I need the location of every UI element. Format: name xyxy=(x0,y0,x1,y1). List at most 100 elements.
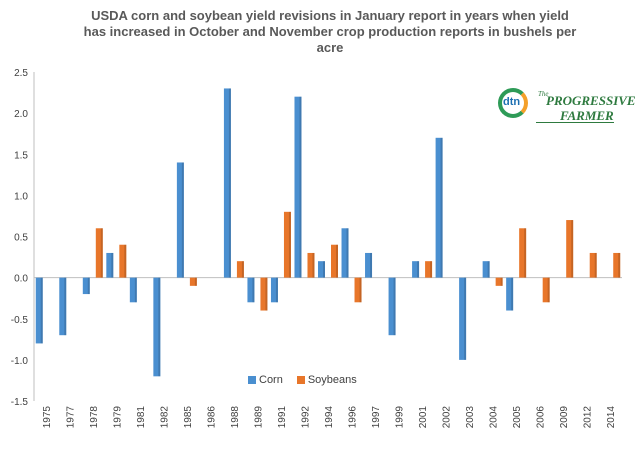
bar-shade-corn-1975 xyxy=(40,277,43,344)
bar-shade-corn-2003 xyxy=(464,277,467,360)
bar-shade-soybeans-1978 xyxy=(100,228,103,278)
dtn-ring-icon xyxy=(498,88,528,118)
y-tick-label: 2.0 xyxy=(14,109,28,120)
bar-shade-corn-1985 xyxy=(181,162,184,278)
legend-label-soybeans: Soybeans xyxy=(307,374,357,386)
y-tick-label: 1.5 xyxy=(14,150,28,161)
x-tick-label: 2014 xyxy=(606,406,617,429)
bar-soybeans-1991 xyxy=(283,211,291,278)
title-line-2: has increased in October and November cr… xyxy=(83,24,577,39)
legend: Corn Soybeans xyxy=(248,374,357,386)
bar-corn-2001 xyxy=(412,261,420,278)
bar-shade-soybeans-1988 xyxy=(241,261,244,278)
legend-swatch-soybeans xyxy=(296,376,305,384)
bar-shade-corn-1977 xyxy=(64,277,67,336)
bar-corn-1978 xyxy=(82,277,90,295)
x-tick-label: 2002 xyxy=(442,406,453,429)
y-tick-label: 0.0 xyxy=(14,274,28,285)
bar-shade-soybeans-1985 xyxy=(194,277,197,286)
x-tick-label: 1977 xyxy=(65,406,76,429)
x-tick-label: 1988 xyxy=(230,406,241,429)
bar-corn-2002 xyxy=(435,137,443,278)
x-tick-label: 1989 xyxy=(253,406,264,429)
x-tick-label: 2005 xyxy=(512,406,523,429)
logo-farmer-text: FARMER xyxy=(560,108,614,123)
bar-shade-soybeans-1996 xyxy=(359,277,362,303)
logo-progressive-text: PROGRESSIVE xyxy=(546,93,636,108)
bar-corn-1977 xyxy=(59,277,67,336)
x-tick-label: 1981 xyxy=(136,406,147,429)
bar-soybeans-1996 xyxy=(354,277,362,303)
bar-soybeans-1979 xyxy=(119,244,127,278)
y-tick-label: 2.5 xyxy=(14,68,28,79)
bar-shade-soybeans-2012 xyxy=(594,252,597,278)
bar-shade-soybeans-1991 xyxy=(288,211,291,278)
x-tick-label: 1992 xyxy=(300,406,311,429)
bar-shade-soybeans-1989 xyxy=(265,277,268,311)
bar-soybeans-2009 xyxy=(566,220,574,278)
bar-soybeans-1992 xyxy=(307,252,315,278)
bar-shade-corn-1981 xyxy=(134,277,137,303)
bar-shade-soybeans-2001 xyxy=(430,261,433,278)
bar-shade-soybeans-2009 xyxy=(571,220,574,278)
bar-shade-corn-1991 xyxy=(275,277,278,303)
x-tick-label: 2006 xyxy=(536,406,547,429)
bar-corn-2004 xyxy=(482,261,490,278)
bar-shade-corn-1988 xyxy=(228,88,231,278)
x-tick-label: 1999 xyxy=(395,406,406,429)
bar-corn-1988 xyxy=(223,88,231,278)
bar-corn-1997 xyxy=(365,252,373,278)
bar-corn-1991 xyxy=(270,277,278,303)
bar-shade-soybeans-2006 xyxy=(547,277,550,303)
bar-shade-corn-2005 xyxy=(511,277,514,311)
dtn-progressive-farmer-logo: dtn The PROGRESSIVE FARMER xyxy=(498,88,636,128)
bar-shade-corn-1982 xyxy=(158,277,161,377)
bar-shade-soybeans-2005 xyxy=(524,228,527,278)
bar-shade-soybeans-1979 xyxy=(124,244,127,278)
bar-soybeans-1988 xyxy=(236,261,244,278)
x-tick-label: 2003 xyxy=(465,406,476,429)
bar-soybeans-2012 xyxy=(589,252,597,278)
bar-shade-corn-1989 xyxy=(252,277,255,303)
bar-shade-soybeans-1992 xyxy=(312,252,315,278)
bar-corn-2003 xyxy=(459,277,467,360)
bar-corn-1985 xyxy=(176,162,184,278)
logo-the-text: The xyxy=(538,90,549,98)
x-tick-label: 1979 xyxy=(112,406,123,429)
x-tick-label: 1996 xyxy=(348,406,359,429)
bar-corn-1999 xyxy=(388,277,396,336)
legend-item-soybeans: Soybeans xyxy=(296,374,357,386)
bar-corn-1982 xyxy=(153,277,161,377)
bar-shade-corn-1996 xyxy=(346,228,349,278)
x-tick-label: 2001 xyxy=(418,406,429,429)
bar-shade-corn-1979 xyxy=(111,252,114,278)
bar-corn-1975 xyxy=(35,277,43,344)
x-tick-label: 1985 xyxy=(183,406,194,429)
x-tick-label: 1991 xyxy=(277,406,288,429)
bar-soybeans-1989 xyxy=(260,277,268,311)
bar-shade-corn-1994 xyxy=(323,261,325,278)
y-tick-label: -1.0 xyxy=(11,356,29,367)
bar-corn-1989 xyxy=(247,277,255,303)
bar-corn-1981 xyxy=(129,277,137,303)
bar-soybeans-1985 xyxy=(189,277,197,286)
bar-corn-1979 xyxy=(106,252,114,278)
bar-soybeans-1978 xyxy=(95,228,103,278)
bar-shade-corn-2004 xyxy=(487,261,490,278)
bar-soybeans-1994 xyxy=(331,244,338,278)
logo-dtn-text: dtn xyxy=(503,96,521,108)
x-tick-label: 1975 xyxy=(42,406,53,429)
legend-item-corn: Corn xyxy=(248,374,283,386)
legend-swatch-corn xyxy=(248,376,256,384)
bar-shade-corn-2001 xyxy=(417,261,420,278)
y-tick-label: 1.0 xyxy=(14,191,28,202)
x-tick-label: 2004 xyxy=(489,406,500,429)
bar-soybeans-2004 xyxy=(495,277,503,286)
bar-shade-corn-2002 xyxy=(440,137,443,278)
x-tick-label: 1997 xyxy=(371,406,382,429)
bar-shade-corn-1992 xyxy=(299,96,302,278)
title-line-1: USDA corn and soybean yield revisions in… xyxy=(91,8,569,23)
bar-soybeans-2001 xyxy=(425,261,433,278)
bar-shade-corn-1999 xyxy=(393,277,396,336)
chart-title: USDA corn and soybean yield revisions in… xyxy=(40,8,620,56)
